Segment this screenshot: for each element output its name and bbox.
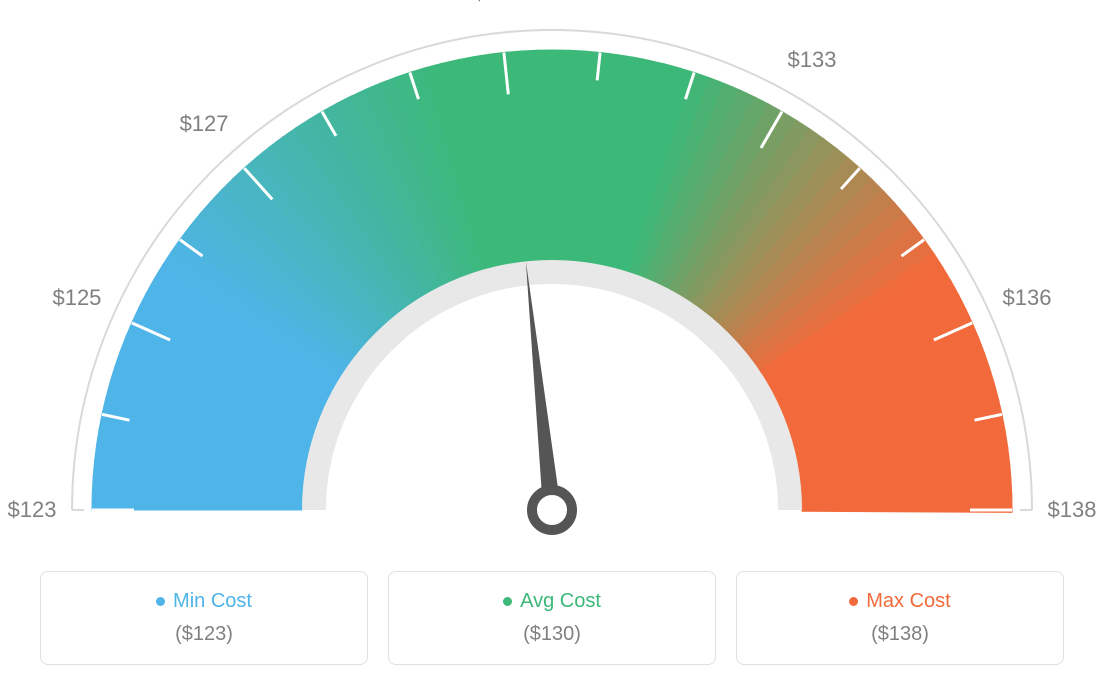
legend-text-avg: Avg Cost	[520, 590, 601, 613]
legend-label-max: Max Cost	[849, 590, 950, 613]
gauge-tick-label: $125	[52, 285, 101, 311]
legend-value-avg: ($130)	[399, 623, 705, 646]
legend-value-max: ($138)	[747, 623, 1053, 646]
gauge-tick-label: $130	[473, 0, 522, 6]
legend-label-avg: Avg Cost	[503, 590, 601, 613]
legend-value-min: ($123)	[51, 623, 357, 646]
legend-item-max: Max Cost ($138)	[736, 571, 1064, 665]
dot-icon	[156, 597, 165, 606]
gauge-tick-label: $127	[180, 111, 229, 137]
legend-item-min: Min Cost ($123)	[40, 571, 368, 665]
legend-label-min: Min Cost	[156, 590, 252, 613]
gauge-tick-label: $123	[8, 497, 57, 523]
legend: Min Cost ($123) Avg Cost ($130) Max Cost…	[40, 571, 1064, 665]
gauge-tick-label: $136	[1003, 285, 1052, 311]
dot-icon	[503, 597, 512, 606]
gauge-tick-label: $138	[1048, 497, 1097, 523]
gauge-area: $123 $125 $127 $130 $133 $136 $138	[0, 0, 1104, 560]
gauge-chart-container: $123 $125 $127 $130 $133 $136 $138 Min Cost ($…	[0, 0, 1104, 690]
gauge-tick-label: $133	[788, 47, 837, 73]
legend-text-max: Max Cost	[866, 590, 950, 613]
legend-item-avg: Avg Cost ($130)	[388, 571, 716, 665]
dot-icon	[849, 597, 858, 606]
legend-text-min: Min Cost	[173, 590, 252, 613]
gauge-svg	[0, 0, 1104, 560]
